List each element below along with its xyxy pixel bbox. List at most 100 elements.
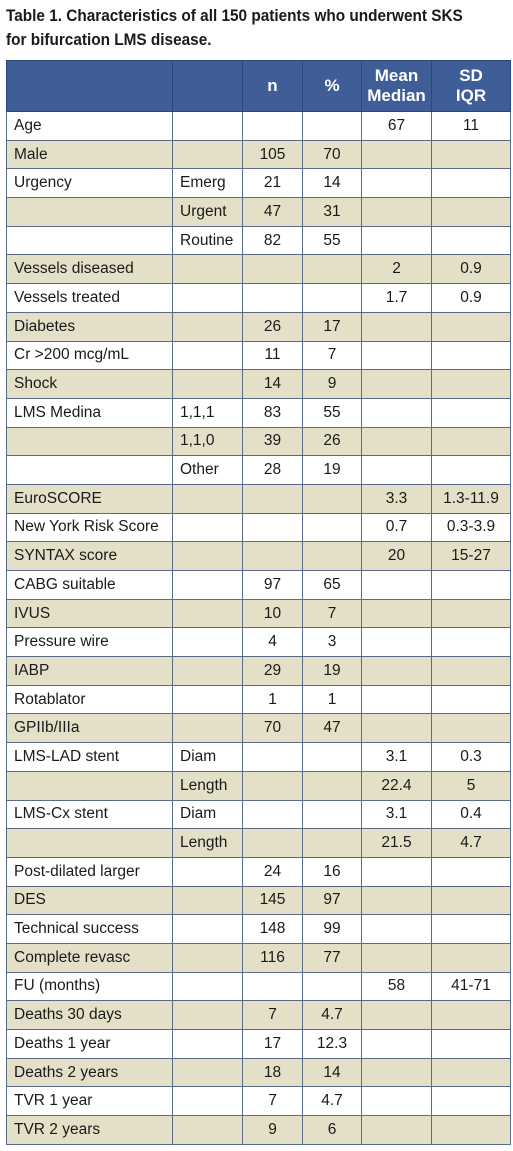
header-iqr-label: IQR bbox=[455, 86, 487, 105]
cell-subcategory: Urgent bbox=[172, 197, 243, 227]
table-caption: Table 1. Characteristics of all 150 pati… bbox=[6, 4, 476, 52]
cell-n: 145 bbox=[242, 885, 303, 916]
cell-percent: 70 bbox=[302, 139, 362, 170]
cell-subcategory bbox=[172, 1086, 243, 1117]
cell-subcategory: Diam bbox=[172, 742, 243, 772]
header-sd-label: SD bbox=[459, 66, 483, 85]
cell-subcategory bbox=[172, 254, 243, 285]
cell-percent: 65 bbox=[302, 570, 362, 600]
header-sd-iqr: SD IQR bbox=[431, 60, 511, 112]
caption-line-2: for bifurcation LMS disease. bbox=[6, 31, 212, 49]
cell-characteristic: GPIIb/IIIa bbox=[6, 713, 173, 744]
table-row: New York Risk Score 0.7 0.3-3.9 bbox=[6, 512, 511, 543]
cell-sd-iqr: 0.9 bbox=[431, 283, 511, 313]
cell-subcategory bbox=[172, 1000, 243, 1030]
table-row: Vessels treated 1.7 0.9 bbox=[6, 283, 511, 313]
cell-n: 7 bbox=[242, 1086, 303, 1117]
cell-characteristic: CABG suitable bbox=[6, 570, 173, 600]
cell-n: 24 bbox=[242, 856, 303, 887]
cell-n bbox=[242, 111, 303, 141]
cell-sd-iqr bbox=[431, 914, 511, 944]
cell-percent: 19 bbox=[302, 656, 362, 686]
cell-n bbox=[242, 742, 303, 772]
table-row: Post-dilated larger 24 16 bbox=[6, 856, 511, 887]
cell-n: 26 bbox=[242, 311, 303, 342]
table-row: LMS-LAD stent Diam 3.1 0.3 bbox=[6, 742, 511, 772]
cell-mean-median: 3.1 bbox=[361, 799, 432, 830]
table-row: LMS-Cx stent Diam 3.1 0.4 bbox=[6, 799, 511, 830]
table-row: Other 28 19 bbox=[6, 455, 511, 485]
cell-percent bbox=[302, 971, 362, 1002]
cell-sd-iqr bbox=[431, 340, 511, 371]
cell-mean-median bbox=[361, 1057, 432, 1088]
table-row: Vessels diseased 2 0.9 bbox=[6, 254, 511, 285]
cell-percent: 97 bbox=[302, 885, 362, 916]
cell-mean-median bbox=[361, 656, 432, 686]
cell-subcategory bbox=[172, 139, 243, 170]
table-row: Technical success 148 99 bbox=[6, 914, 511, 944]
table-row: Length 21.5 4.7 bbox=[6, 828, 511, 858]
cell-mean-median: 3.1 bbox=[361, 742, 432, 772]
cell-percent: 55 bbox=[302, 397, 362, 428]
cell-characteristic: LMS-LAD stent bbox=[6, 742, 173, 772]
table-row: GPIIb/IIIa 70 47 bbox=[6, 713, 511, 744]
table-row: SYNTAX score 20 15-27 bbox=[6, 541, 511, 571]
cell-mean-median: 67 bbox=[361, 111, 432, 141]
cell-characteristic: TVR 2 years bbox=[6, 1115, 173, 1145]
cell-mean-median bbox=[361, 225, 432, 256]
cell-sd-iqr bbox=[431, 1086, 511, 1117]
cell-percent bbox=[302, 742, 362, 772]
cell-subcategory bbox=[172, 713, 243, 744]
cell-percent bbox=[302, 512, 362, 543]
table-row: Diabetes 26 17 bbox=[6, 311, 511, 342]
cell-percent: 14 bbox=[302, 168, 362, 199]
cell-mean-median: 20 bbox=[361, 541, 432, 571]
table-row: Routine 82 55 bbox=[6, 225, 511, 256]
cell-mean-median bbox=[361, 1029, 432, 1059]
cell-characteristic: FU (months) bbox=[6, 971, 173, 1002]
cell-sd-iqr bbox=[431, 311, 511, 342]
header-mean-median: Mean Median bbox=[361, 60, 432, 112]
cell-subcategory: Length bbox=[172, 770, 243, 801]
cell-sd-iqr bbox=[431, 369, 511, 399]
cell-subcategory bbox=[172, 111, 243, 141]
cell-subcategory bbox=[172, 627, 243, 658]
cell-sd-iqr bbox=[431, 570, 511, 600]
cell-percent bbox=[302, 483, 362, 514]
cell-percent: 7 bbox=[302, 340, 362, 371]
cell-characteristic: Technical success bbox=[6, 914, 173, 944]
cell-mean-median bbox=[361, 570, 432, 600]
cell-sd-iqr bbox=[431, 426, 511, 457]
header-percent: % bbox=[302, 60, 362, 112]
cell-characteristic: EuroSCORE bbox=[6, 483, 173, 514]
cell-characteristic: LMS-Cx stent bbox=[6, 799, 173, 830]
cell-sd-iqr bbox=[431, 1057, 511, 1088]
cell-sd-iqr bbox=[431, 397, 511, 428]
cell-n: 1 bbox=[242, 684, 303, 715]
cell-mean-median bbox=[361, 340, 432, 371]
cell-n: 4 bbox=[242, 627, 303, 658]
cell-mean-median bbox=[361, 856, 432, 887]
cell-mean-median: 22.4 bbox=[361, 770, 432, 801]
cell-characteristic: Urgency bbox=[6, 168, 173, 199]
cell-subcategory bbox=[172, 483, 243, 514]
cell-n bbox=[242, 828, 303, 858]
table-row: Length 22.4 5 bbox=[6, 770, 511, 801]
cell-n bbox=[242, 799, 303, 830]
cell-sd-iqr bbox=[431, 598, 511, 629]
cell-percent bbox=[302, 799, 362, 830]
cell-characteristic bbox=[6, 225, 173, 256]
header-subcategory bbox=[172, 60, 243, 112]
cell-n: 7 bbox=[242, 1000, 303, 1030]
table-row: LMS Medina 1,1,1 83 55 bbox=[6, 397, 511, 428]
cell-characteristic: Vessels treated bbox=[6, 283, 173, 313]
table-row: Urgent 47 31 bbox=[6, 197, 511, 227]
cell-characteristic: LMS Medina bbox=[6, 397, 173, 428]
cell-characteristic: Deaths 30 days bbox=[6, 1000, 173, 1030]
cell-subcategory: 1,1,1 bbox=[172, 397, 243, 428]
header-characteristic bbox=[6, 60, 173, 112]
table-row: Urgency Emerg 21 14 bbox=[6, 168, 511, 199]
cell-subcategory bbox=[172, 885, 243, 916]
cell-percent: 17 bbox=[302, 311, 362, 342]
table-row: FU (months) 58 41-71 bbox=[6, 971, 511, 1002]
